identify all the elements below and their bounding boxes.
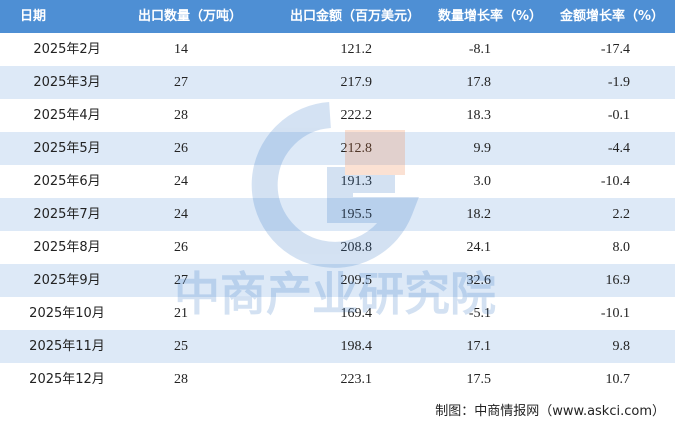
value-cell: -5.1 — [468, 306, 491, 321]
value-cell: 10.7 — [605, 372, 631, 387]
date-cell: 2025年12月 — [29, 372, 105, 387]
value-cell: 9.8 — [612, 339, 631, 354]
value-cell: 212.8 — [340, 141, 373, 156]
date-cell: 2025年5月 — [33, 141, 101, 156]
date-cell: 2025年10月 — [29, 306, 105, 321]
value-cell: 18.3 — [466, 108, 492, 123]
table-row: 2025年12月 28 223.1 17.5 10.7 — [0, 363, 675, 396]
value-cell: 208.8 — [340, 240, 373, 255]
value-cell: 24.1 — [466, 240, 492, 255]
value-cell: -1.9 — [607, 75, 630, 90]
value-cell: 32.6 — [466, 273, 492, 288]
table-row: 2025年11月 25 198.4 17.1 9.8 — [0, 330, 675, 363]
value-cell: 222.2 — [340, 108, 373, 123]
table-row: 2025年7月 24 195.5 18.2 2.2 — [0, 198, 675, 231]
value-cell: 21 — [174, 306, 188, 321]
date-cell: 2025年11月 — [29, 339, 105, 354]
value-cell: 17.1 — [466, 339, 492, 354]
value-cell: -8.1 — [468, 42, 491, 57]
footer: 制图：中商情报网（www.askci.com） — [435, 404, 665, 419]
date-cell: 2025年7月 — [33, 207, 101, 222]
table-row: 2025年5月 26 212.8 9.9 -4.4 — [0, 132, 675, 165]
value-cell: 27 — [174, 75, 188, 90]
value-cell: 17.5 — [466, 372, 492, 387]
header-cell: 出口金额（百万美元） — [289, 9, 421, 24]
header-row: 日期 出口数量（万吨） 出口金额（百万美元） 数量增长率（%） 金额增长率（%） — [0, 0, 675, 33]
value-cell: 8.0 — [612, 240, 631, 255]
value-cell: 18.2 — [466, 207, 492, 222]
date-cell: 2025年3月 — [33, 75, 101, 90]
value-cell: -17.4 — [600, 42, 630, 57]
value-cell: -0.1 — [607, 108, 630, 123]
date-cell: 2025年6月 — [33, 174, 101, 189]
date-cell: 2025年4月 — [33, 108, 101, 123]
table-row: 2025年9月 27 209.5 32.6 16.9 — [0, 264, 675, 297]
value-cell: 14 — [174, 42, 188, 57]
value-cell: 217.9 — [340, 75, 373, 90]
header-cell: 金额增长率（%） — [559, 9, 665, 24]
value-cell: 223.1 — [340, 372, 373, 387]
header-cell: 数量增长率（%） — [437, 9, 543, 24]
header-cell: 出口数量（万吨） — [137, 9, 243, 24]
table-row: 2025年4月 28 222.2 18.3 -0.1 — [0, 99, 675, 132]
value-cell: 195.5 — [340, 207, 373, 222]
date-cell: 2025年8月 — [33, 240, 101, 255]
date-cell: 2025年9月 — [33, 273, 101, 288]
value-cell: 27 — [174, 273, 188, 288]
table-row: 2025年2月 14 121.2 -8.1 -17.4 — [0, 33, 675, 66]
value-cell: 28 — [174, 372, 188, 387]
value-cell: 169.4 — [340, 306, 373, 321]
table-row: 2025年8月 26 208.8 24.1 8.0 — [0, 231, 675, 264]
header-cell: 日期 — [20, 9, 47, 24]
value-cell: 26 — [174, 240, 188, 255]
value-cell: 9.9 — [473, 141, 492, 156]
value-cell: 191.3 — [340, 174, 373, 189]
value-cell: -4.4 — [607, 141, 630, 156]
value-cell: 3.0 — [473, 174, 492, 189]
value-cell: 28 — [174, 108, 188, 123]
value-cell: 198.4 — [340, 339, 373, 354]
value-cell: 26 — [174, 141, 188, 156]
value-cell: 2.2 — [612, 207, 631, 222]
value-cell: 17.8 — [466, 75, 492, 90]
table-row: 2025年10月 21 169.4 -5.1 -10.1 — [0, 297, 675, 330]
value-cell: 24 — [174, 174, 188, 189]
table-row: 2025年3月 27 217.9 17.8 -1.9 — [0, 66, 675, 99]
value-cell: -10.4 — [600, 174, 630, 189]
value-cell: -10.1 — [600, 306, 630, 321]
value-cell: 16.9 — [605, 273, 631, 288]
value-cell: 24 — [174, 207, 188, 222]
table-row: 2025年6月 24 191.3 3.0 -10.4 — [0, 165, 675, 198]
date-cell: 2025年2月 — [33, 42, 101, 57]
value-cell: 121.2 — [340, 42, 373, 57]
value-cell: 25 — [174, 339, 188, 354]
value-cell: 209.5 — [340, 273, 373, 288]
